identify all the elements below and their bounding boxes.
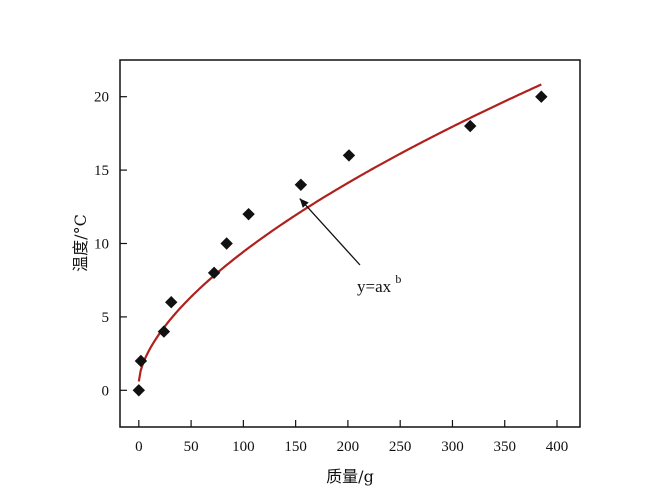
annotation-arrow <box>299 198 361 266</box>
annotation-main: y=ax <box>357 277 392 296</box>
data-point <box>535 90 548 103</box>
x-tick-label: 250 <box>389 439 412 455</box>
y-tick-label: 20 <box>94 90 109 106</box>
annotation-label: y=ax b <box>357 272 401 296</box>
data-point <box>207 266 221 280</box>
y-axis-ticks: 0 5 10 15 20 <box>94 90 127 399</box>
x-tick-label: 50 <box>184 439 199 455</box>
y-axis-title: 温度/°C <box>71 214 90 272</box>
x-axis-title: 质量/g <box>326 467 374 486</box>
y-tick-label: 15 <box>94 163 109 179</box>
y-tick-label: 0 <box>102 383 110 399</box>
data-point <box>157 325 171 338</box>
plot-frame <box>119 59 581 428</box>
data-point <box>294 178 308 191</box>
data-point <box>242 207 255 221</box>
x-tick-label: 300 <box>441 439 464 455</box>
x-tick-label: 0 <box>135 439 143 455</box>
y-tick-label: 10 <box>94 237 109 253</box>
x-tick-label: 400 <box>546 439 569 455</box>
x-tick-label: 100 <box>232 439 255 455</box>
data-point <box>165 296 178 309</box>
data-point <box>342 149 356 162</box>
annotation-superscript: b <box>395 272 401 286</box>
fit-curve <box>137 83 542 382</box>
y-tick-label: 5 <box>102 310 110 326</box>
x-tick-label: 200 <box>337 439 360 455</box>
x-tick-label: 350 <box>493 439 516 455</box>
data-point <box>132 384 146 397</box>
data-point <box>220 237 233 250</box>
data-point <box>134 354 148 368</box>
x-axis-ticks: 0 50 100 150 200 250 300 350 400 <box>135 420 568 455</box>
x-tick-label: 150 <box>284 439 307 455</box>
data-point <box>464 119 477 133</box>
data-points <box>132 90 548 397</box>
